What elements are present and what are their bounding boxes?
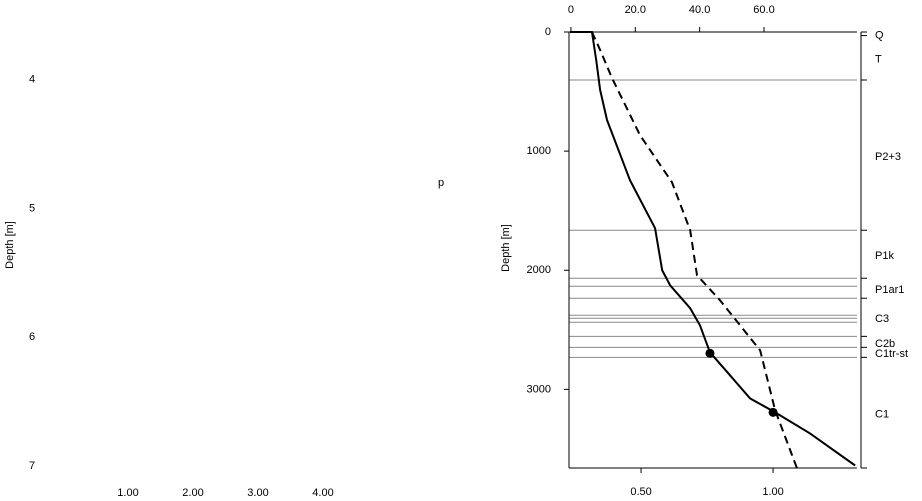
y-tick-label: 0 <box>545 26 551 38</box>
x-tick-label: 2.00 <box>182 487 203 499</box>
layer-label: T <box>875 54 882 66</box>
y-axis-label: Depth [m] <box>500 224 512 272</box>
layer-label: P2+3 <box>875 151 901 163</box>
x-tick-label: 1.00 <box>117 487 138 499</box>
x2-tick-label: 20.0 <box>625 4 646 16</box>
x-tick-label: 3.00 <box>247 487 268 499</box>
annotation: p <box>438 177 444 189</box>
y-tick-label: 7 <box>29 460 35 472</box>
layer-label: C3 <box>875 313 889 325</box>
y-tick-label: 6 <box>29 331 35 343</box>
layer-label: C1 <box>875 409 889 421</box>
data-point <box>705 348 715 358</box>
curve <box>570 31 856 467</box>
y-tick-label: 3000 <box>527 383 551 395</box>
x2-tick-label: 40.0 <box>689 4 710 16</box>
x-tick-label: 1.00 <box>762 486 783 498</box>
data-point <box>768 407 778 417</box>
x-tick-label: 0.50 <box>630 486 651 498</box>
y-axis-label: Depth [m] <box>4 221 16 269</box>
layer-label: P1ar1 <box>875 284 904 296</box>
layer-label: Q <box>875 30 884 42</box>
layer-label: C1tr-st <box>875 348 908 360</box>
layer-label: C2b <box>875 338 895 350</box>
curve <box>591 31 799 469</box>
x-tick-label: 4.00 <box>312 487 333 499</box>
y-tick-label: 2000 <box>527 264 551 276</box>
x2-tick-label: 60.0 <box>753 4 774 16</box>
layer-label: P1k <box>875 250 894 262</box>
x2-tick-label: 0 <box>568 4 574 16</box>
y-tick-label: 4 <box>29 73 35 85</box>
y-tick-label: 5 <box>29 202 35 214</box>
y-tick-label: 1000 <box>527 145 551 157</box>
